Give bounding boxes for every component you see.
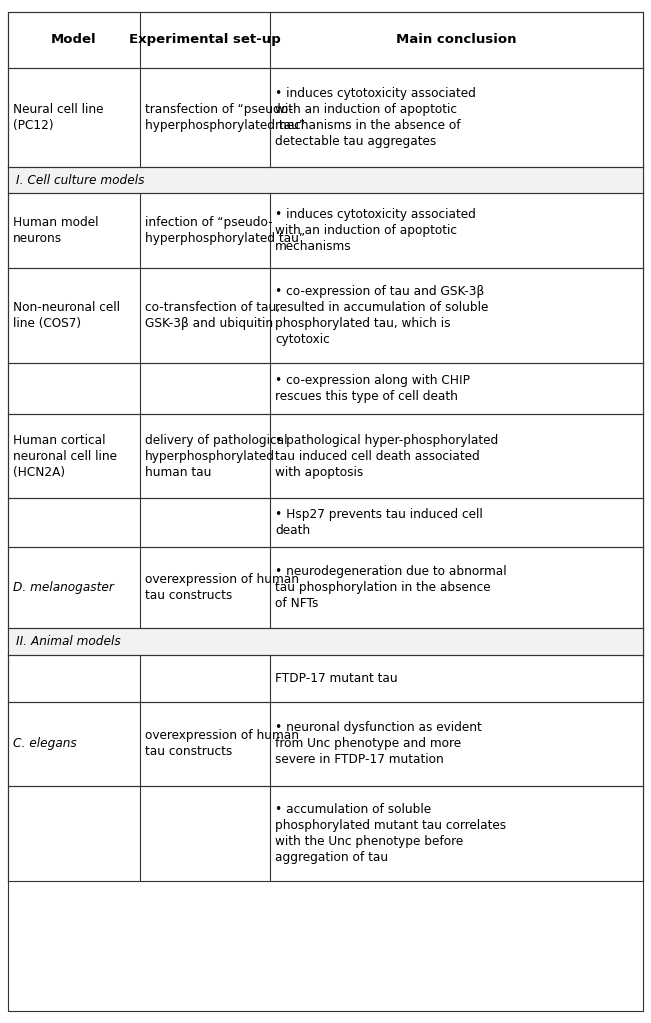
Text: • co-expression along with CHIP
rescues this type of cell death: • co-expression along with CHIP rescues … bbox=[275, 374, 471, 403]
Text: overexpression of human
tau constructs: overexpression of human tau constructs bbox=[145, 729, 299, 758]
Text: Non-neuronal cell
line (COS7): Non-neuronal cell line (COS7) bbox=[13, 301, 120, 330]
Bar bbox=[8, 167, 643, 193]
Text: co-transfection of tau,
GSK-3β and ubiquitin: co-transfection of tau, GSK-3β and ubiqu… bbox=[145, 301, 280, 330]
Text: delivery of pathological
hyperphosphorylated
human tau: delivery of pathological hyperphosphoryl… bbox=[145, 434, 288, 479]
Text: transfection of “pseudo-
hyperphosphorylated tau”: transfection of “pseudo- hyperphosphoryl… bbox=[145, 102, 305, 132]
Text: • Hsp27 prevents tau induced cell
death: • Hsp27 prevents tau induced cell death bbox=[275, 508, 483, 537]
Text: • induces cytotoxicity associated
with an induction of apoptotic
mechanisms in t: • induces cytotoxicity associated with a… bbox=[275, 87, 477, 147]
Text: Main conclusion: Main conclusion bbox=[396, 34, 517, 46]
Text: I. Cell culture models: I. Cell culture models bbox=[16, 174, 145, 186]
Text: C. elegans: C. elegans bbox=[13, 738, 77, 750]
Text: • neurodegeneration due to abnormal
tau phosphorylation in the absence
of NFTs: • neurodegeneration due to abnormal tau … bbox=[275, 566, 507, 610]
Text: • accumulation of soluble
phosphorylated mutant tau correlates
with the Unc phen: • accumulation of soluble phosphorylated… bbox=[275, 803, 506, 863]
Text: Experimental set-up: Experimental set-up bbox=[129, 34, 281, 46]
Text: • pathological hyper-phosphorylated
tau induced cell death associated
with apopt: • pathological hyper-phosphorylated tau … bbox=[275, 434, 499, 479]
Text: overexpression of human
tau constructs: overexpression of human tau constructs bbox=[145, 573, 299, 603]
Text: • co-expression of tau and GSK-3β
resulted in accumulation of soluble
phosphoryl: • co-expression of tau and GSK-3β result… bbox=[275, 285, 489, 346]
Text: • neuronal dysfunction as evident
from Unc phenotype and more
severe in FTDP-17 : • neuronal dysfunction as evident from U… bbox=[275, 721, 482, 766]
Bar bbox=[8, 628, 643, 655]
Text: • induces cytotoxicity associated
with an induction of apoptotic
mechanisms: • induces cytotoxicity associated with a… bbox=[275, 209, 477, 253]
Text: infection of “pseudo-
hyperphosphorylated tau”: infection of “pseudo- hyperphosphorylate… bbox=[145, 216, 305, 246]
Text: Neural cell line
(PC12): Neural cell line (PC12) bbox=[13, 102, 104, 132]
Text: FTDP-17 mutant tau: FTDP-17 mutant tau bbox=[275, 672, 398, 684]
Text: Human cortical
neuronal cell line
(HCN2A): Human cortical neuronal cell line (HCN2A… bbox=[13, 434, 117, 479]
Text: II. Animal models: II. Animal models bbox=[16, 635, 121, 648]
Text: D. melanogaster: D. melanogaster bbox=[13, 581, 114, 594]
Text: Human model
neurons: Human model neurons bbox=[13, 216, 98, 246]
Text: Model: Model bbox=[51, 34, 97, 46]
